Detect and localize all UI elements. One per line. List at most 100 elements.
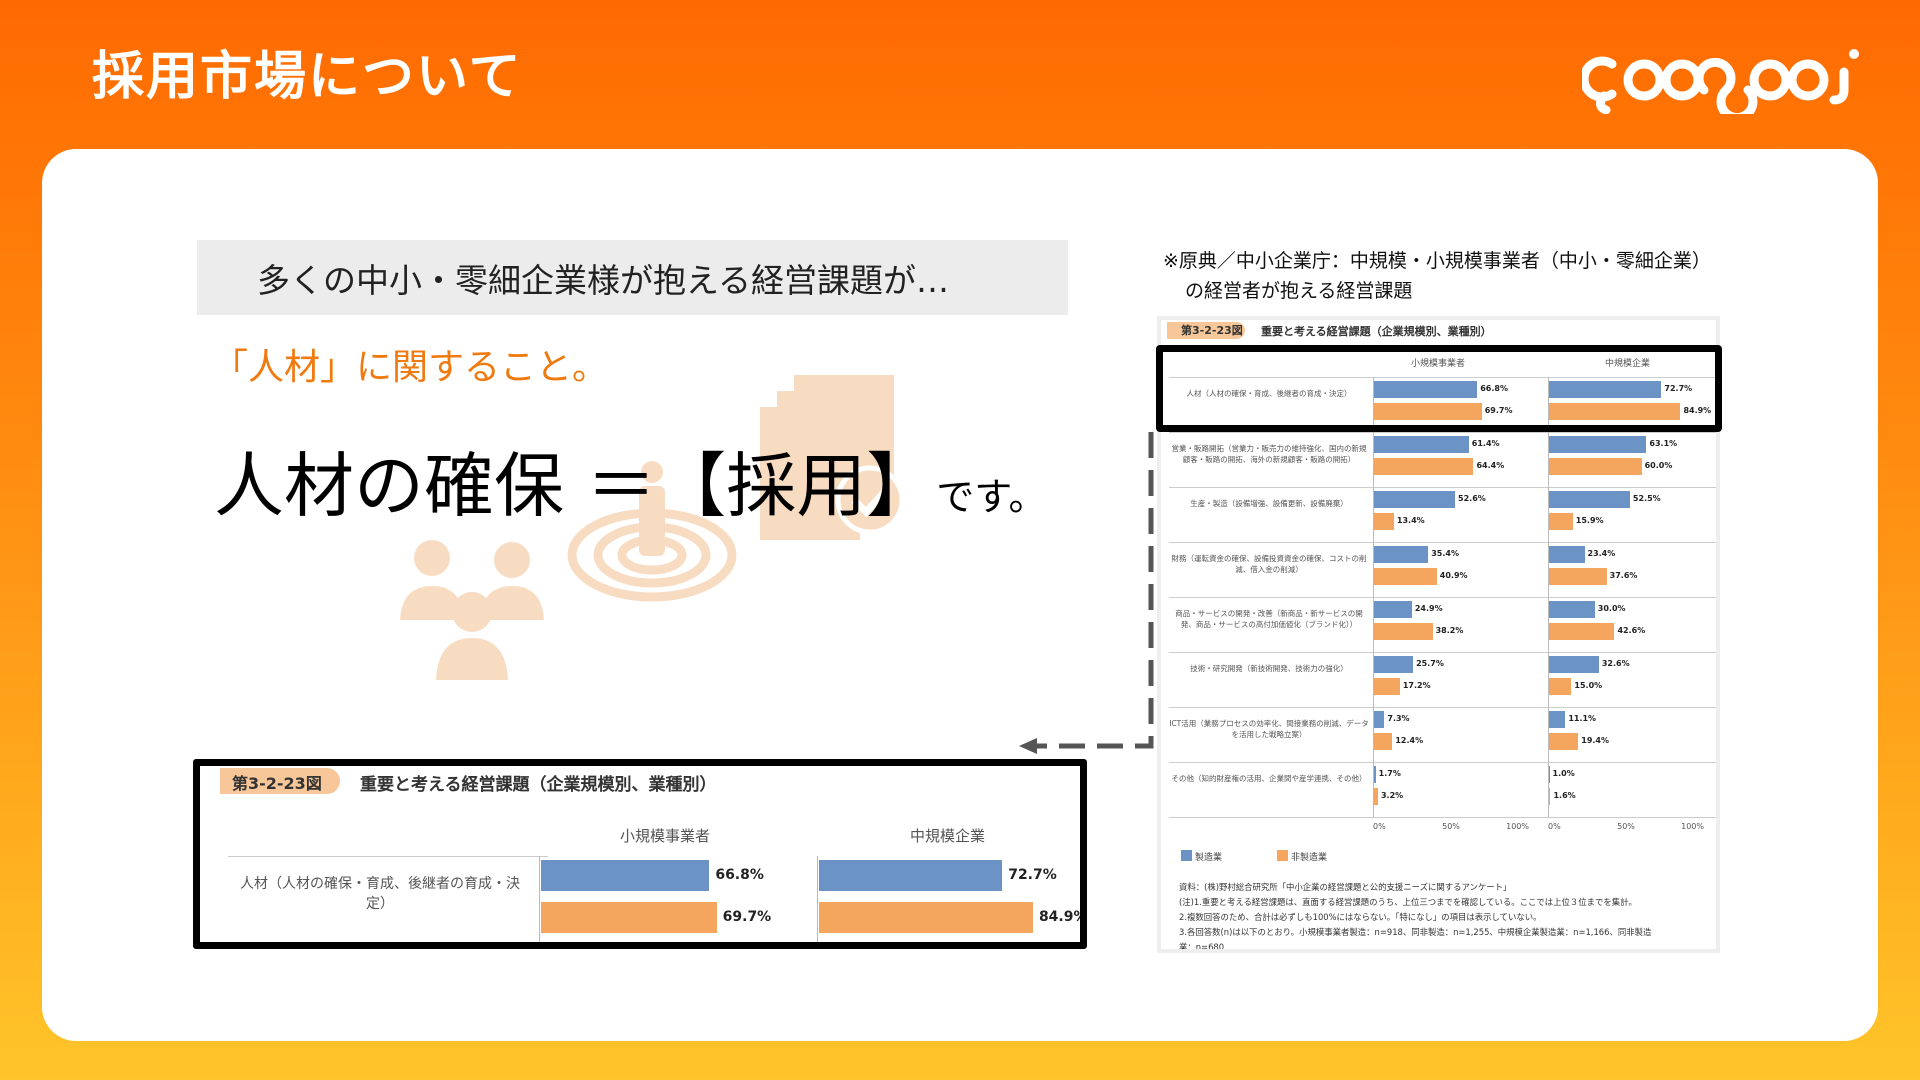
bar bbox=[1373, 403, 1482, 420]
legend-label-non-manufacturing: 非製造業 bbox=[1291, 853, 1328, 863]
bar bbox=[1548, 403, 1681, 420]
data-label: 69.7% bbox=[1484, 406, 1513, 415]
data-label: 84.9% bbox=[1683, 406, 1712, 415]
bar bbox=[1548, 458, 1642, 475]
bar bbox=[1373, 546, 1429, 563]
bar bbox=[1548, 546, 1585, 563]
company-logo bbox=[1582, 49, 1859, 114]
category-label: 財務（運転資金の確保、設備投資資金の確保、コストの削減、借入金の削減） bbox=[1171, 554, 1367, 574]
source-chart: 第3-2-23図 重要と考える経営課題（企業規模別、業種別） 小規模事業者 中規… bbox=[1157, 316, 1720, 953]
bar bbox=[1548, 381, 1662, 398]
highlight-frame bbox=[1156, 345, 1722, 432]
data-label: 60.0% bbox=[1644, 461, 1673, 470]
bar bbox=[1548, 656, 1599, 673]
bar bbox=[1548, 678, 1572, 695]
data-label: 3.2% bbox=[1380, 791, 1404, 800]
bar bbox=[819, 860, 1003, 891]
sub-heading: 「人材」に関すること。 bbox=[212, 347, 609, 388]
data-label: 11.1% bbox=[1568, 714, 1597, 723]
gridline bbox=[1169, 597, 1716, 598]
bar bbox=[541, 902, 717, 933]
gridline bbox=[1169, 762, 1716, 763]
legend-swatch-non-manufacturing bbox=[1277, 850, 1288, 861]
data-label: 64.4% bbox=[1476, 461, 1505, 470]
bar bbox=[1548, 711, 1566, 728]
business-people-icon bbox=[400, 540, 544, 680]
note-line: 資料：(株)野村総合研究所「中小企業の経営課題と公的支援ニーズに関するアンケート… bbox=[1179, 882, 1512, 892]
x-tick-label: 50% bbox=[1442, 822, 1460, 831]
axis bbox=[1548, 377, 1549, 817]
category-label: 生産・製造（設備増強、設備更新、設備廃棄） bbox=[1190, 499, 1348, 508]
data-label: 15.0% bbox=[1574, 681, 1603, 690]
bar bbox=[1373, 788, 1378, 805]
note-line: 業：n=680 bbox=[1179, 942, 1225, 952]
bar bbox=[1373, 381, 1478, 398]
data-label: 61.4% bbox=[1471, 439, 1500, 448]
panel-header-small: 小規模事業者 bbox=[1411, 359, 1466, 369]
bar bbox=[1548, 568, 1607, 585]
bar bbox=[1548, 436, 1647, 453]
note-line: (注)1.重要と考える経営課題は、直面する経営課題のうち、上位三つまでを確認して… bbox=[1179, 897, 1637, 907]
bar bbox=[1373, 711, 1385, 728]
legend-swatch-manufacturing bbox=[1181, 850, 1192, 861]
source-note: ※原典／中小企業庁：中規模・小規模事業者（中小・零細企業） の経営者が抱える経営… bbox=[1163, 246, 1711, 306]
x-tick-label: 0% bbox=[1373, 822, 1386, 831]
data-label: 25.7% bbox=[1416, 659, 1444, 668]
category-label: 人材（人材の確保・育成、後継者の育成・決定） bbox=[240, 876, 520, 913]
data-label: 15.9% bbox=[1575, 516, 1604, 525]
statement-tail: です。 bbox=[936, 475, 1047, 519]
data-label: 23.4% bbox=[1587, 549, 1616, 558]
lead-text: 多くの中小・零細企業様が抱える経営課題が… bbox=[257, 260, 950, 300]
category-label: 営業・販路開拓（営業力・販売力の維持強化、国内の新規顧客・販路の開拓、海外の新規… bbox=[1171, 444, 1367, 464]
chart-title: 重要と考える経営課題（企業規模別、業種別） bbox=[1261, 325, 1492, 338]
bar bbox=[1373, 766, 1376, 783]
category-label: 商品・サービスの開発・改善（新商品・新サービスの開発、商品・サービスの高付加価値… bbox=[1175, 609, 1363, 629]
zoomed-chart-excerpt: 第3-2-23図 重要と考える経営課題（企業規模別、業種別） 小規模事業者 中規… bbox=[193, 759, 1087, 949]
category-label: その他（知的財産権の活用、企業間や産学連携、その他） bbox=[1171, 774, 1367, 783]
gridline bbox=[1169, 707, 1716, 708]
bar bbox=[1548, 513, 1573, 530]
bar bbox=[1548, 788, 1551, 805]
note-line: 2.複数回答のため、合計は必ずしも100%にはならない。「特になし」の項目は表示… bbox=[1179, 912, 1542, 922]
bar bbox=[1373, 601, 1412, 618]
source-note-line: の経営者が抱える経営課題 bbox=[1185, 280, 1413, 302]
data-label: 1.7% bbox=[1378, 769, 1401, 778]
bar bbox=[1373, 733, 1393, 750]
bar bbox=[1548, 733, 1579, 750]
data-label: 72.7% bbox=[1008, 867, 1057, 883]
data-label: 35.4% bbox=[1431, 549, 1459, 558]
resume-approved-icon bbox=[760, 375, 900, 540]
data-label: 12.4% bbox=[1395, 736, 1424, 745]
data-label: 66.8% bbox=[1480, 384, 1508, 393]
bar bbox=[1373, 458, 1474, 475]
x-tick-label: 0% bbox=[1548, 822, 1561, 831]
bar bbox=[1373, 623, 1433, 640]
data-label: 24.9% bbox=[1414, 604, 1443, 613]
data-label: 13.4% bbox=[1396, 516, 1425, 525]
bar bbox=[1373, 436, 1469, 453]
target-person-icon bbox=[567, 461, 737, 602]
bar bbox=[1373, 678, 1400, 695]
data-label: 42.6% bbox=[1617, 626, 1646, 635]
bar bbox=[1548, 491, 1630, 508]
data-label: 52.5% bbox=[1632, 494, 1661, 503]
figure-number: 第3-2-23図 bbox=[1167, 322, 1245, 339]
x-tick-label: 50% bbox=[1617, 822, 1635, 831]
data-label: 69.7% bbox=[722, 909, 772, 925]
chart-notes: 資料：(株)野村総合研究所「中小企業の経営課題と公的支援ニーズに関するアンケート… bbox=[1179, 880, 1651, 952]
data-label: 19.4% bbox=[1581, 736, 1610, 745]
bar bbox=[1373, 568, 1437, 585]
bar bbox=[819, 902, 1033, 933]
gridline bbox=[1169, 377, 1716, 378]
source-note-line: ※原典／中小企業庁：中規模・小規模事業者（中小・零細企業） bbox=[1163, 250, 1711, 272]
data-label: 38.2% bbox=[1435, 626, 1464, 635]
figure-number: 第3-2-23図 bbox=[220, 768, 340, 794]
category-label: 技術・研究開発（新技術開発、技術力の強化） bbox=[1190, 664, 1348, 673]
gridline bbox=[1169, 432, 1716, 433]
bar bbox=[541, 860, 710, 891]
data-label: 84.9% bbox=[1038, 909, 1087, 925]
dashed-arrow-icon bbox=[1019, 432, 1154, 754]
bar bbox=[1548, 623, 1615, 640]
panel-header-medium: 中規模企業 bbox=[1605, 359, 1651, 369]
data-label: 30.0% bbox=[1597, 604, 1626, 613]
